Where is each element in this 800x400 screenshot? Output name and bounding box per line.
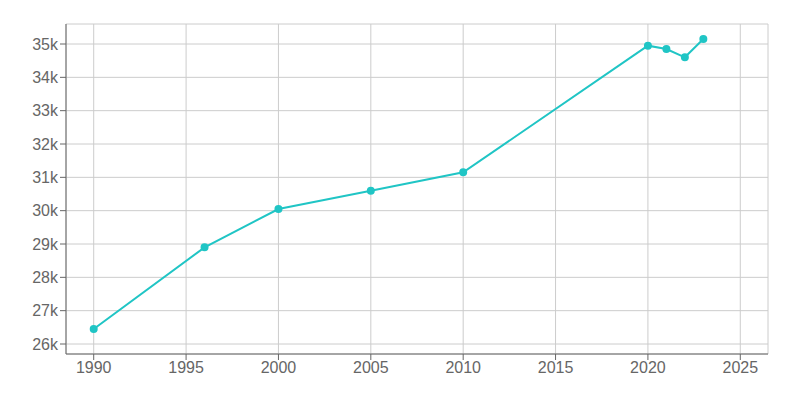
- svg-text:32k: 32k: [32, 136, 59, 153]
- svg-text:1990: 1990: [76, 359, 112, 376]
- svg-text:34k: 34k: [32, 69, 59, 86]
- svg-text:2005: 2005: [353, 359, 389, 376]
- svg-text:35k: 35k: [32, 36, 59, 53]
- svg-text:33k: 33k: [32, 102, 59, 119]
- svg-text:29k: 29k: [32, 236, 59, 253]
- svg-text:2000: 2000: [261, 359, 297, 376]
- svg-text:26k: 26k: [32, 336, 59, 353]
- svg-text:30k: 30k: [32, 202, 59, 219]
- svg-text:2010: 2010: [445, 359, 481, 376]
- svg-text:2020: 2020: [630, 359, 666, 376]
- svg-text:28k: 28k: [32, 269, 59, 286]
- svg-text:27k: 27k: [32, 302, 59, 319]
- svg-text:31k: 31k: [32, 169, 59, 186]
- svg-text:2015: 2015: [538, 359, 574, 376]
- svg-text:2025: 2025: [722, 359, 758, 376]
- svg-text:1995: 1995: [168, 359, 204, 376]
